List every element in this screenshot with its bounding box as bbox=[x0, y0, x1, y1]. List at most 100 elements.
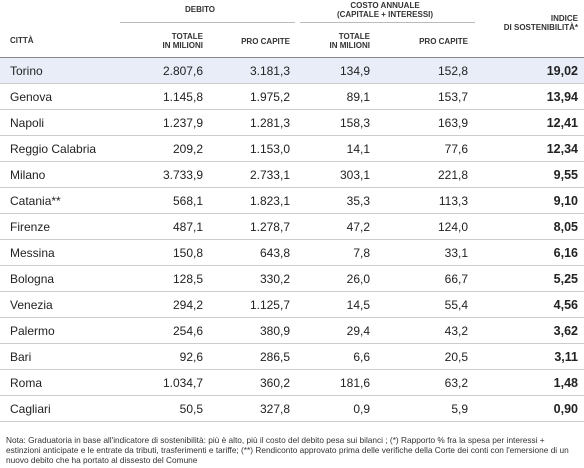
group-cost: COSTO ANNUALE (CAPITALE + INTERESSI) bbox=[310, 1, 460, 19]
value-cell: 26,0 bbox=[346, 272, 370, 286]
value-cell: 221,8 bbox=[437, 168, 468, 182]
text: (CAPITALE + INTERESSI) bbox=[336, 10, 434, 19]
text: COSTO ANNUALE bbox=[350, 1, 420, 10]
table-row: Reggio Calabria 209,2 1.153,0 14,1 77,6 12,34 bbox=[0, 136, 584, 162]
col-index: INDICE DI SOSTENIBILITÀ* bbox=[480, 14, 578, 32]
table-row: Firenze 487,1 1.278,7 47,2 124,0 8,05 bbox=[0, 214, 584, 240]
rule bbox=[120, 22, 295, 23]
value-cell: 6,6 bbox=[353, 350, 370, 364]
text: TOTALE bbox=[171, 32, 203, 41]
value-cell: 66,7 bbox=[444, 272, 468, 286]
table-row: Bologna 128,5 330,2 26,0 66,7 5,25 bbox=[0, 266, 584, 292]
value-cell: 113,3 bbox=[438, 194, 468, 208]
table-row: Napoli 1.237,9 1.281,3 158,3 163,9 12,41 bbox=[0, 110, 584, 136]
table-row: Messina 150,8 643,8 7,8 33,1 6,16 bbox=[0, 240, 584, 266]
value-cell: 158,3 bbox=[339, 116, 370, 130]
city-cell: Torino bbox=[10, 64, 43, 78]
value-cell: 254,6 bbox=[172, 324, 203, 338]
value-cell: 14,5 bbox=[346, 298, 370, 312]
value-cell: 5,9 bbox=[451, 402, 468, 416]
value-cell: 152,8 bbox=[437, 64, 468, 78]
city-cell: Napoli bbox=[10, 116, 45, 130]
value-cell: 1.281,3 bbox=[249, 116, 290, 130]
value-cell: 3.181,3 bbox=[249, 64, 290, 78]
value-cell: 1.278,7 bbox=[249, 220, 290, 234]
value-cell: 2.733,1 bbox=[249, 168, 290, 182]
col-city: CITTÀ bbox=[10, 36, 34, 45]
value-cell: 294,2 bbox=[172, 298, 203, 312]
col-debt-total: TOTALE IN MILIONI bbox=[120, 32, 203, 50]
value-cell: 3,11 bbox=[554, 350, 578, 364]
text: TOTALE bbox=[338, 32, 370, 41]
text: DI SOSTENIBILITÀ* bbox=[503, 23, 578, 32]
value-cell: 6,16 bbox=[553, 246, 578, 260]
value-cell: 3.733,9 bbox=[162, 168, 203, 182]
value-cell: 8,05 bbox=[553, 220, 578, 234]
value-cell: 92,6 bbox=[179, 350, 203, 364]
table-row: Roma 1.034,7 360,2 181,6 63,2 1,48 bbox=[0, 370, 584, 396]
value-cell: 128,5 bbox=[172, 272, 203, 286]
value-cell: 29,4 bbox=[346, 324, 370, 338]
col-cost-total: TOTALE IN MILIONI bbox=[290, 32, 370, 50]
city-cell: Reggio Calabria bbox=[10, 142, 97, 156]
note: Nota: Graduatoria in base all'indicatore… bbox=[6, 435, 569, 465]
value-cell: 2.807,6 bbox=[162, 64, 203, 78]
value-cell: 1,48 bbox=[553, 376, 578, 390]
table-row: Cagliari 50,5 327,8 0,9 5,9 0,90 bbox=[0, 396, 584, 422]
value-cell: 33,1 bbox=[444, 246, 468, 260]
text: IN MILIONI bbox=[329, 41, 370, 50]
value-cell: 153,7 bbox=[437, 90, 468, 104]
rule bbox=[300, 22, 475, 23]
value-cell: 50,5 bbox=[179, 402, 203, 416]
col-debt-pc: PRO CAPITE bbox=[241, 37, 290, 46]
value-cell: 303,1 bbox=[339, 168, 370, 182]
city-cell: Firenze bbox=[10, 220, 51, 234]
value-cell: 643,8 bbox=[259, 246, 290, 260]
value-cell: 568,1 bbox=[172, 194, 203, 208]
city-cell: Roma bbox=[10, 376, 43, 390]
value-cell: 0,9 bbox=[353, 402, 370, 416]
value-cell: 43,2 bbox=[444, 324, 468, 338]
value-cell: 360,2 bbox=[259, 376, 290, 390]
value-cell: 209,2 bbox=[172, 142, 203, 156]
city-cell: Milano bbox=[10, 168, 46, 182]
value-cell: 4,56 bbox=[553, 298, 578, 312]
value-cell: 9,10 bbox=[553, 194, 578, 208]
value-cell: 163,9 bbox=[437, 116, 468, 130]
rule bbox=[0, 57, 584, 58]
value-cell: 12,34 bbox=[546, 142, 578, 156]
value-cell: 5,25 bbox=[553, 272, 578, 286]
value-cell: 35,3 bbox=[346, 194, 370, 208]
value-cell: 12,41 bbox=[546, 116, 578, 130]
value-cell: 487,1 bbox=[172, 220, 203, 234]
value-cell: 0,90 bbox=[553, 402, 578, 416]
value-cell: 89,1 bbox=[346, 90, 370, 104]
value-cell: 19,02 bbox=[546, 64, 578, 78]
table-row: Catania** 568,1 1.823,1 35,3 113,3 9,10 bbox=[0, 188, 584, 214]
city-cell: Messina bbox=[10, 246, 55, 260]
value-cell: 3,62 bbox=[553, 324, 578, 338]
value-cell: 380,9 bbox=[259, 324, 290, 338]
value-cell: 55,4 bbox=[444, 298, 468, 312]
value-cell: 47,2 bbox=[346, 220, 370, 234]
value-cell: 77,6 bbox=[444, 142, 468, 156]
value-cell: 13,94 bbox=[546, 90, 578, 104]
value-cell: 1.145,8 bbox=[162, 90, 203, 104]
table-row: Milano 3.733,9 2.733,1 303,1 221,8 9,55 bbox=[0, 162, 584, 188]
table-row: Torino 2.807,6 3.181,3 134,9 152,8 19,02 bbox=[0, 58, 584, 84]
value-cell: 1.034,7 bbox=[162, 376, 203, 390]
city-cell: Bologna bbox=[10, 272, 55, 286]
value-cell: 286,5 bbox=[259, 350, 290, 364]
value-cell: 150,8 bbox=[172, 246, 203, 260]
value-cell: 1.153,0 bbox=[249, 142, 290, 156]
city-cell: Catania** bbox=[10, 194, 61, 208]
value-cell: 9,55 bbox=[553, 168, 578, 182]
city-cell: Genova bbox=[10, 90, 53, 104]
table-row: Venezia 294,2 1.125,7 14,5 55,4 4,56 bbox=[0, 292, 584, 318]
value-cell: 330,2 bbox=[259, 272, 290, 286]
value-cell: 181,6 bbox=[339, 376, 370, 390]
value-cell: 1.237,9 bbox=[162, 116, 203, 130]
value-cell: 1.823,1 bbox=[249, 194, 290, 208]
value-cell: 1.125,7 bbox=[249, 298, 290, 312]
